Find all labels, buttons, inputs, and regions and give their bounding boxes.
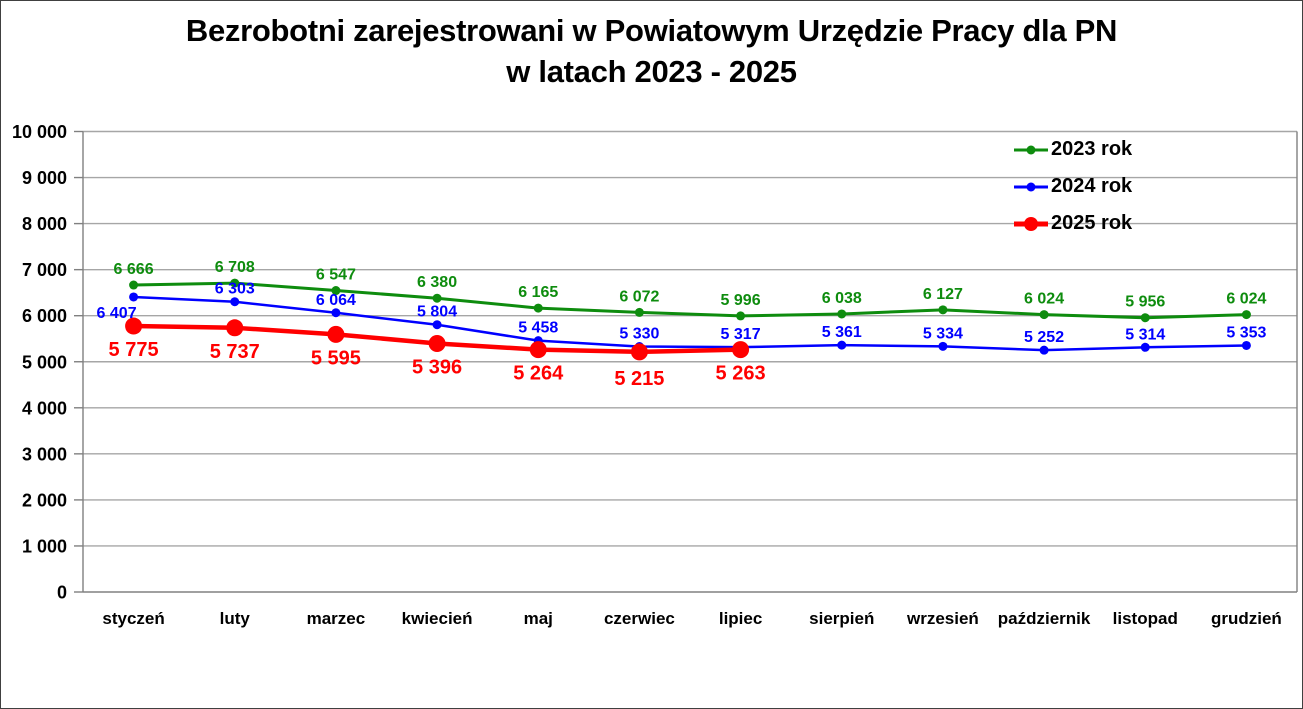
x-category-label: lipiec xyxy=(719,609,762,628)
data-point-marker xyxy=(732,341,750,359)
legend-label-2025: 2025 rok xyxy=(1051,212,1133,234)
data-point-marker xyxy=(327,325,345,343)
data-point-marker xyxy=(529,341,547,359)
data-point-marker xyxy=(634,307,644,317)
legend-line-marker-2023-icon xyxy=(1014,145,1048,154)
data-point-marker xyxy=(428,335,446,353)
y-axis-tick-label: 8 000 xyxy=(22,214,67,234)
data-point-label: 6 127 xyxy=(923,286,963,303)
x-category-label: listopad xyxy=(1113,609,1178,628)
data-point-label: 6 407 xyxy=(97,305,137,322)
data-point-marker xyxy=(432,293,442,303)
data-point-marker xyxy=(533,303,543,313)
legend-label-2023: 2023 rok xyxy=(1051,138,1133,160)
data-point-label: 5 353 xyxy=(1226,324,1266,341)
data-point-label: 6 547 xyxy=(316,267,356,284)
data-point-label: 5 252 xyxy=(1024,329,1064,346)
y-axis-tick-label: 3 000 xyxy=(22,444,67,464)
legend-line-marker-2024-icon xyxy=(1014,182,1048,191)
data-point-label: 6 072 xyxy=(619,288,659,305)
legend-item-2025: 2025 rok xyxy=(1013,205,1132,242)
data-point-label: 6 024 xyxy=(1226,291,1266,308)
data-point-label: 5 361 xyxy=(822,324,862,341)
data-point-label: 5 317 xyxy=(721,326,761,343)
data-point-marker xyxy=(230,297,240,307)
series-line-2024-rok xyxy=(133,295,1247,352)
data-point-marker xyxy=(938,305,948,315)
legend: 2023 rok 2024 rok 2025 rok xyxy=(1013,131,1132,242)
y-axis-tick-label: 1 000 xyxy=(22,536,67,556)
x-category-label: marzec xyxy=(307,609,366,628)
y-axis-tick-label: 7 000 xyxy=(22,260,67,280)
y-axis-tick-label: 4 000 xyxy=(22,398,67,418)
data-point-label: 5 458 xyxy=(518,320,558,337)
data-point-marker xyxy=(1241,340,1251,350)
y-axis-tick-label: 6 000 xyxy=(22,306,67,326)
data-point-label: 6 380 xyxy=(417,274,457,291)
legend-item-2023: 2023 rok xyxy=(1013,131,1132,168)
data-point-marker xyxy=(1140,342,1150,352)
x-category-label: maj xyxy=(524,609,553,628)
data-point-marker xyxy=(837,340,847,350)
data-point-label: 5 737 xyxy=(210,341,260,363)
data-point-label: 6 666 xyxy=(114,261,154,278)
y-axis-tick-label: 10 000 xyxy=(12,122,67,142)
data-point-label: 5 996 xyxy=(721,292,761,309)
y-axis-tick-label: 0 xyxy=(57,583,67,603)
data-point-label: 6 303 xyxy=(215,281,255,298)
chart-title-line-1: Bezrobotni zarejestrowani w Powiatowym U… xyxy=(185,13,1118,48)
legend-label-2024: 2024 rok xyxy=(1051,175,1133,197)
data-point-label: 5 263 xyxy=(716,363,766,385)
data-point-marker xyxy=(432,320,442,330)
legend-line-marker-2025-icon xyxy=(1014,216,1048,231)
data-point-marker xyxy=(1039,310,1049,320)
x-category-label: październik xyxy=(998,609,1091,628)
x-category-label: sierpień xyxy=(809,609,874,628)
chart-title-line-2: w latach 2023 - 2025 xyxy=(506,54,797,89)
data-point-label: 5 804 xyxy=(417,304,457,321)
data-point-label: 5 396 xyxy=(412,357,462,379)
data-point-label: 6 024 xyxy=(1024,291,1064,308)
data-point-label: 5 330 xyxy=(619,326,659,343)
data-point-label: 6 165 xyxy=(518,284,558,301)
x-category-label: kwiecień xyxy=(402,609,473,628)
data-point-label: 5 215 xyxy=(614,368,664,390)
series-line-2023-rok xyxy=(133,281,1247,320)
data-point-marker xyxy=(736,311,746,321)
data-point-label: 5 264 xyxy=(513,363,564,385)
x-category-label: styczeń xyxy=(102,609,164,628)
data-point-label: 5 314 xyxy=(1125,326,1165,343)
data-point-marker xyxy=(1140,313,1150,323)
data-point-label: 6 708 xyxy=(215,259,255,276)
data-point-marker xyxy=(837,309,847,319)
data-point-marker xyxy=(230,278,240,288)
x-category-label: grudzień xyxy=(1211,609,1282,628)
x-category-label: czerwiec xyxy=(604,609,675,628)
data-point-marker xyxy=(1039,345,1049,355)
data-point-label: 6 064 xyxy=(316,292,356,309)
data-point-marker xyxy=(1241,310,1251,320)
chart-title: Bezrobotni zarejestrowani w Powiatowym U… xyxy=(1,10,1302,92)
y-axis-tick-label: 9 000 xyxy=(22,168,67,188)
data-point-label: 5 775 xyxy=(109,339,159,361)
data-point-marker xyxy=(226,319,244,337)
data-point-marker xyxy=(331,308,341,318)
y-axis-tick-label: 5 000 xyxy=(22,352,67,372)
data-point-label: 6 038 xyxy=(822,290,862,307)
y-axis-tick-label: 2 000 xyxy=(22,490,67,510)
data-point-marker xyxy=(630,343,648,361)
data-point-marker xyxy=(125,317,143,335)
data-point-label: 5 595 xyxy=(311,347,361,369)
data-point-label: 5 334 xyxy=(923,325,963,342)
x-category-label: wrzesień xyxy=(906,609,979,628)
x-category-label: luty xyxy=(220,609,251,628)
legend-item-2024: 2024 rok xyxy=(1013,168,1132,205)
data-point-marker xyxy=(129,280,139,290)
data-point-label: 5 956 xyxy=(1125,294,1165,311)
data-point-marker xyxy=(129,292,139,302)
data-point-marker xyxy=(331,286,341,296)
data-point-marker xyxy=(938,341,948,351)
